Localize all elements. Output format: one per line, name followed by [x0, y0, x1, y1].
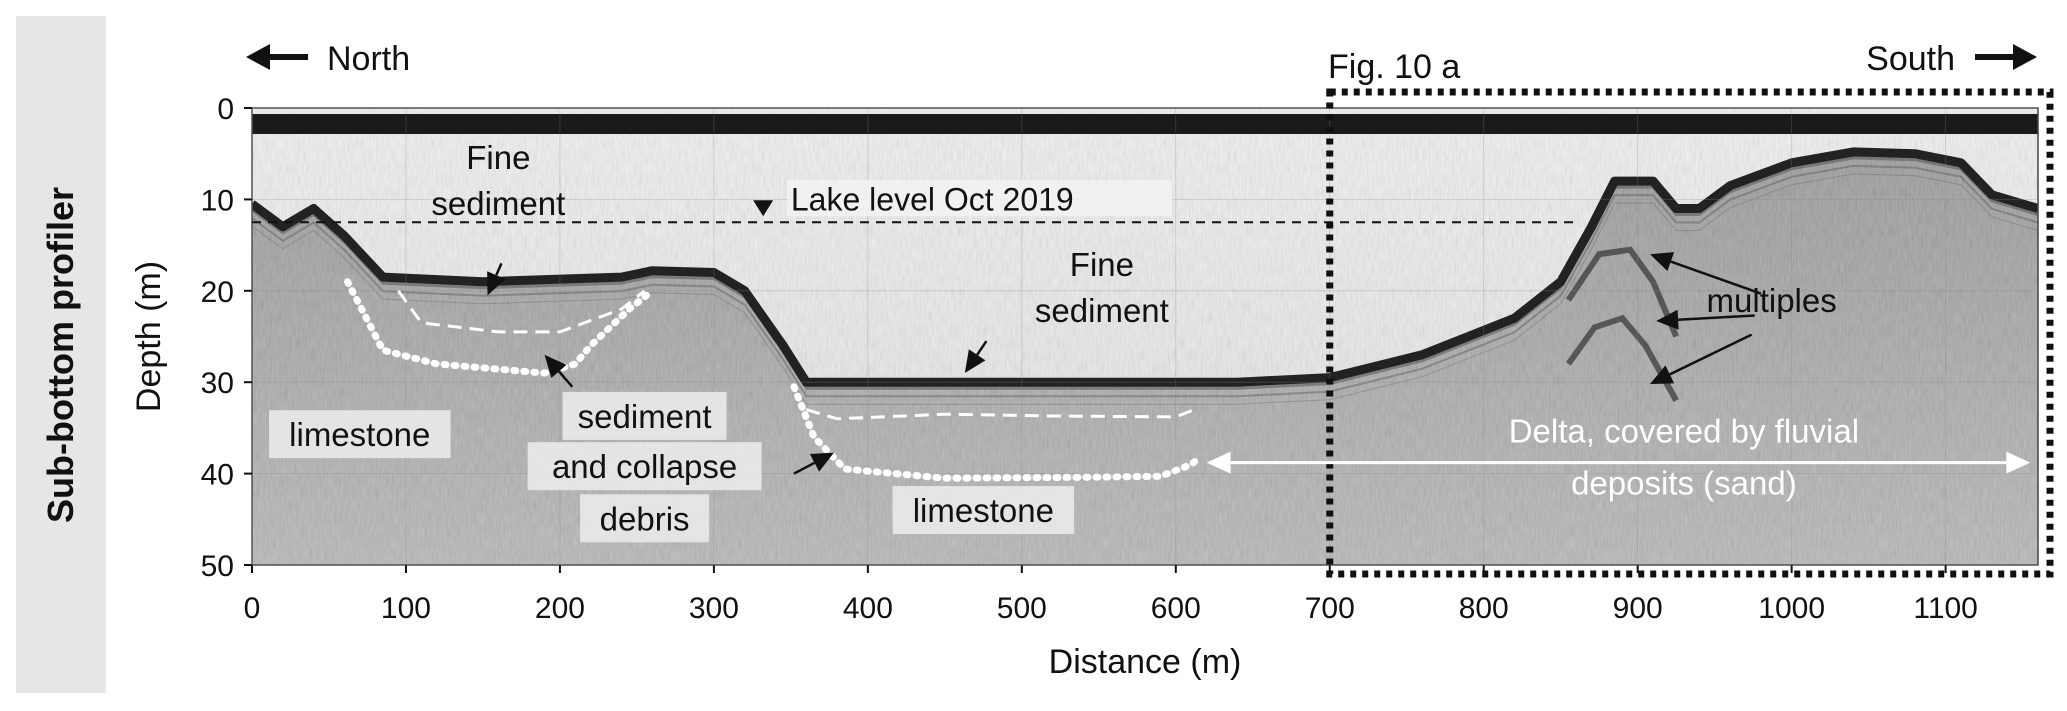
pointer-arrow	[1650, 252, 1762, 295]
pointer-arrow	[793, 452, 834, 475]
north-label: North	[327, 40, 410, 78]
y-tick-label: 50	[201, 550, 234, 583]
x-axis-label: Distance (m)	[1049, 643, 1242, 681]
water-level-icon	[753, 200, 774, 217]
x-tick-label: 500	[997, 592, 1047, 625]
annotations: Lake level Oct 2019 Delta, covered by flu…	[252, 88, 2054, 578]
x-tick-label: 900	[1613, 592, 1663, 625]
arrowhead-icon	[544, 354, 567, 378]
north-indicator: North	[246, 40, 410, 78]
reflector-fine-sediment-base-east	[805, 406, 1200, 421]
multiple-reflector	[1565, 314, 1679, 402]
y-tick-label: 0	[217, 93, 234, 126]
x-tick-label: 800	[1459, 592, 1509, 625]
x-tick-label: 700	[1305, 592, 1355, 625]
side-panel	[16, 16, 106, 693]
annotation-label: multiples	[1707, 282, 1837, 319]
pointer-arrow	[487, 262, 506, 296]
label-background	[892, 486, 1075, 535]
axes: 0 100 200 300 400 500 600 700 800 900 1000 1100 0 10 2…	[130, 93, 2038, 681]
lake-level-label-bg	[786, 180, 1172, 217]
annotation-label: Fine	[1070, 246, 1134, 283]
annotation-label: and collapse	[552, 448, 737, 485]
arrowhead-icon	[809, 452, 834, 472]
inset-box	[1326, 88, 2054, 578]
annotation-label: Fine	[466, 139, 530, 176]
y-tick-label: 20	[201, 276, 234, 309]
x-tick-label: 600	[1151, 592, 1201, 625]
inset-label: Fig. 10 a	[1328, 48, 1460, 86]
south-label: South	[1866, 40, 1955, 78]
arrowhead-icon	[964, 349, 986, 374]
annotation-label: sediment	[431, 185, 565, 222]
pointer-arrow	[964, 340, 988, 374]
x-tick-label: 200	[535, 592, 585, 625]
x-tick-label: 1000	[1758, 592, 1825, 625]
seabed-reflector	[252, 147, 2038, 387]
x-tick-label: 100	[381, 592, 431, 625]
south-indicator: South	[1866, 40, 2037, 78]
left-arrowhead-icon	[1206, 451, 1231, 474]
annotation-label: limestone	[913, 492, 1054, 529]
pointer-arrow	[1650, 333, 1753, 385]
arrowhead-icon	[1650, 252, 1675, 272]
x-tick-label: 300	[689, 592, 739, 625]
surface-band	[252, 114, 2038, 134]
y-tick-label: 40	[201, 459, 234, 492]
west-arrow-icon	[246, 44, 270, 70]
annotation-label: limestone	[289, 416, 430, 453]
east-arrow-icon	[2013, 44, 2037, 70]
pointer-arrow	[1656, 309, 1755, 330]
pointer-arrow	[544, 354, 574, 388]
delta-label-line: Delta, covered by fluvial	[1509, 413, 1859, 450]
plot-frame	[251, 107, 2039, 566]
y-tick-label: 30	[201, 367, 234, 400]
reflector-limestone-top-east	[790, 383, 1203, 482]
annotation-label: sediment	[578, 398, 712, 435]
y-axis-label: Depth (m)	[130, 261, 168, 412]
arrowhead-icon	[487, 271, 506, 296]
annotation-label: debris	[600, 500, 690, 537]
multiples-reflections	[1565, 246, 1679, 402]
y-tick-label: 10	[201, 184, 234, 217]
annotation-label: sediment	[1035, 292, 1169, 329]
sediment-layer-line	[252, 173, 2038, 405]
lake-level-label: Lake level Oct 2019	[791, 181, 1074, 217]
delta-extent-arrow	[1206, 451, 2031, 474]
arrowhead-icon	[1650, 365, 1675, 385]
label-background	[580, 494, 710, 543]
multiple-reflector	[1565, 246, 1679, 338]
x-tick-label: 400	[843, 592, 893, 625]
x-tick-label: 0	[244, 592, 261, 625]
reflector-fine-sediment-base-west	[397, 289, 646, 334]
x-tick-label: 1100	[1913, 592, 1978, 625]
label-background	[562, 391, 727, 440]
delta-label-line: deposits (sand)	[1571, 465, 1797, 502]
right-arrowhead-icon	[2006, 451, 2031, 474]
label-background	[527, 442, 762, 491]
label-background	[269, 410, 451, 459]
arrowhead-icon	[1656, 309, 1679, 330]
